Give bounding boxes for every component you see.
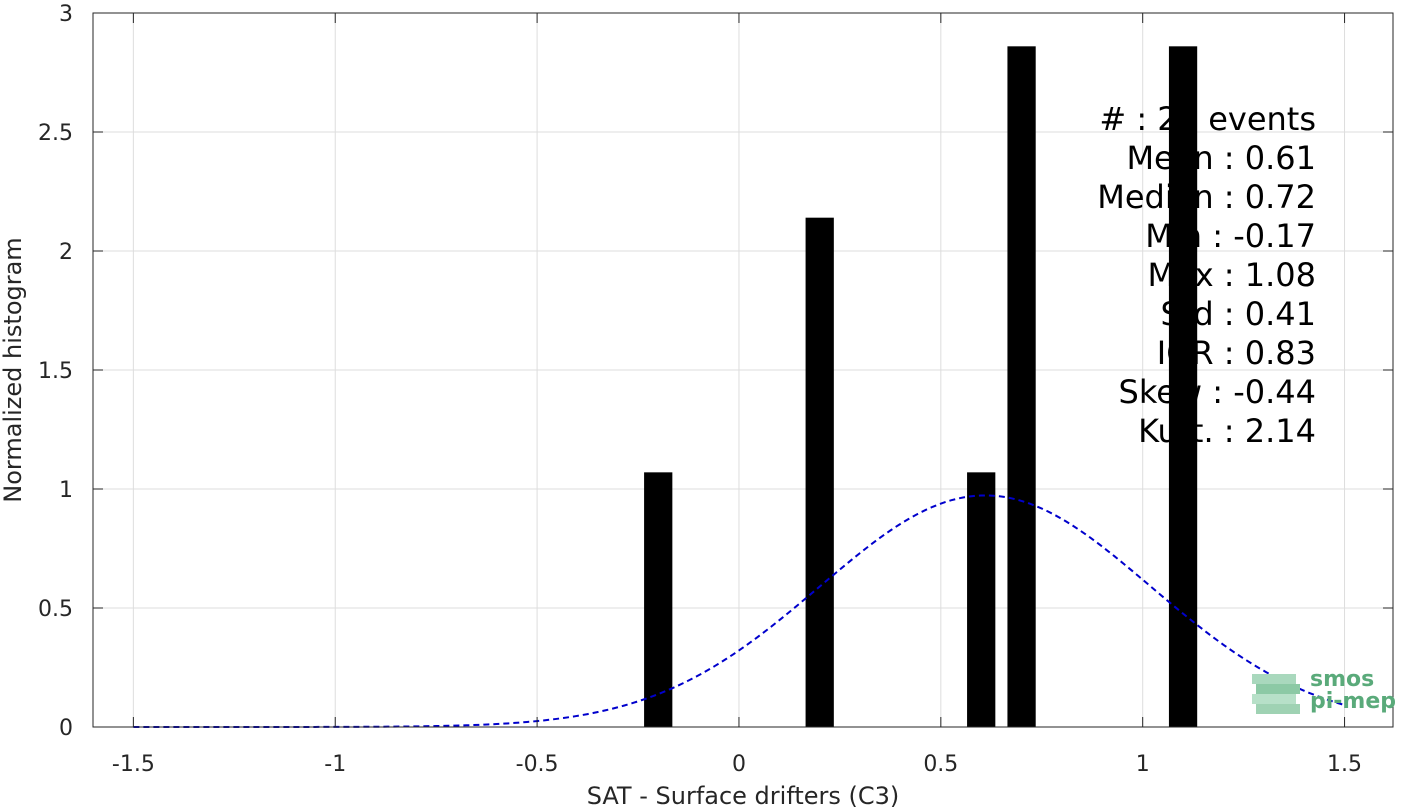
x-tick-label: -1.5 bbox=[112, 752, 155, 777]
y-tick-label: 0 bbox=[59, 716, 73, 741]
smos-pimep-logo: smos pi-mep bbox=[1252, 667, 1396, 714]
stats-line: Median : 0.72 bbox=[1097, 178, 1316, 216]
stats-line: IQR : 0.83 bbox=[1157, 334, 1316, 372]
x-tick-label: -0.5 bbox=[516, 752, 559, 777]
x-tick-label: 0.5 bbox=[923, 752, 958, 777]
logo-mark-icon bbox=[1252, 674, 1300, 714]
y-tick-label: 2.5 bbox=[38, 121, 73, 146]
bar-0 bbox=[644, 472, 673, 727]
x-axis-label: SAT - Surface drifters (C3) bbox=[587, 782, 900, 809]
x-tick-label: -1 bbox=[324, 752, 346, 777]
y-tick-label: 0.5 bbox=[38, 597, 73, 622]
y-axis-label: Normalized histogram bbox=[0, 237, 27, 502]
y-tick-label: 2 bbox=[59, 240, 73, 265]
bar-2 bbox=[967, 472, 996, 727]
x-tick-labels: -1.5 -1 -0.5 0 0.5 1 1.5 bbox=[112, 752, 1362, 777]
logo-line1: smos bbox=[1310, 667, 1374, 692]
y-tick-labels: 0 0.5 1 1.5 2 2.5 3 bbox=[38, 2, 73, 741]
y-tick-label: 3 bbox=[59, 2, 73, 27]
bar-1 bbox=[805, 217, 834, 727]
x-tick-label: 1 bbox=[1136, 752, 1150, 777]
stats-line: Max : 1.08 bbox=[1147, 256, 1316, 294]
y-tick-label: 1.5 bbox=[38, 359, 73, 384]
axis-ticks bbox=[93, 12, 1393, 728]
histogram-bars bbox=[644, 46, 1198, 727]
y-tick-label: 1 bbox=[59, 478, 73, 503]
stats-line: Skew : -0.44 bbox=[1119, 373, 1316, 411]
x-tick-label: 1.5 bbox=[1327, 752, 1362, 777]
stats-line: Kurt. : 2.14 bbox=[1138, 412, 1316, 450]
logo-line2: pi-mep bbox=[1310, 689, 1396, 714]
stats-line: Std : 0.41 bbox=[1160, 295, 1316, 333]
stats-line: Mean : 0.61 bbox=[1126, 139, 1316, 177]
x-tick-label: 0 bbox=[732, 752, 746, 777]
bar-3 bbox=[1007, 46, 1036, 727]
stats-line: # : 20 events bbox=[1099, 100, 1316, 138]
stats-line: Min : -0.17 bbox=[1145, 217, 1316, 255]
